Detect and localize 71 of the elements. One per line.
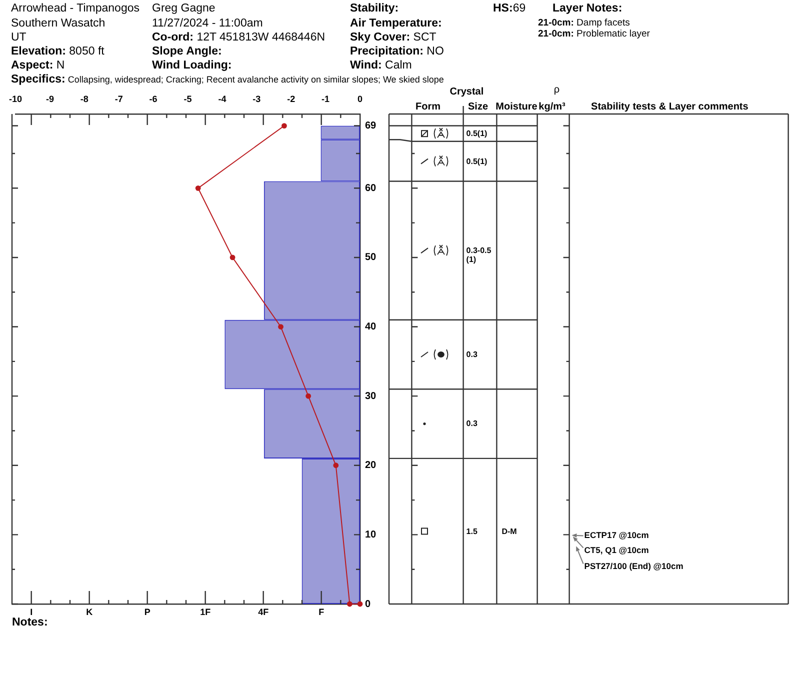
text: 0.3-0.5 (1)	[466, 246, 492, 264]
text: Arrowhead - Timpanogos	[11, 2, 140, 16]
y-tick-label: 0	[365, 598, 371, 610]
point	[195, 185, 201, 191]
text: Stability:	[350, 2, 399, 14]
y-tick-label: 50	[365, 252, 377, 264]
text: 1F	[200, 606, 211, 618]
x-tick-label: -10	[8, 94, 22, 104]
y-tick-label: 69	[365, 120, 377, 132]
x-tick-label: -7	[114, 94, 123, 104]
y-tick-label: 20	[365, 460, 377, 472]
text: Layer Notes:	[552, 2, 622, 16]
text: 1.5	[466, 526, 478, 536]
text: Form	[416, 100, 440, 112]
text: Moisture	[496, 100, 538, 112]
point	[230, 254, 236, 260]
text: Crystal	[450, 86, 484, 98]
x-tick-label: -5	[184, 94, 192, 104]
x-tick-label: -6	[149, 94, 158, 104]
text: Aspect: N	[11, 58, 65, 71]
point	[357, 601, 363, 607]
text: F	[318, 606, 324, 618]
text: I	[30, 606, 33, 618]
text: P	[144, 606, 150, 618]
text: HS:69	[493, 2, 526, 14]
y-tick-label: 60	[365, 182, 377, 194]
text: Elevation: 8050 ft	[11, 44, 104, 57]
y-tick-label: 10	[365, 529, 377, 540]
text: Stability tests & Layer comments	[591, 100, 748, 112]
text: 0.3	[466, 350, 478, 359]
x-tick-label: -9	[46, 94, 54, 104]
text: K	[86, 606, 93, 618]
text: 11/27/2024 - 11:00am	[152, 16, 263, 30]
x-tick-label: -4	[218, 94, 226, 104]
text: Southern Wasatch	[11, 16, 106, 30]
y-tick-label: 40	[365, 322, 377, 333]
point	[306, 393, 312, 399]
text: Precipitation: NO	[350, 44, 444, 57]
text: Greg Gagne	[152, 2, 216, 16]
text: 21-0cm: Problematic layer	[538, 28, 650, 40]
text: Sky Cover: SCT	[350, 30, 436, 43]
text: 4F	[258, 606, 269, 618]
point	[278, 324, 284, 330]
text: Notes:	[12, 616, 48, 628]
text: Co-ord: 12T 451813W 4468446N	[152, 30, 326, 43]
text: kg/m³	[538, 100, 566, 112]
text: Wind Loading:	[152, 58, 232, 71]
text: Slope Angle:	[152, 44, 222, 57]
text: CT5, Q1 @10cm	[584, 545, 649, 556]
text: ρ	[554, 84, 560, 96]
point	[282, 123, 287, 128]
text: Wind: Calm	[350, 58, 412, 71]
text: UT	[11, 30, 26, 44]
point	[346, 601, 352, 607]
text: 0.5(1)	[466, 129, 488, 138]
text: Size	[468, 100, 488, 112]
point	[333, 462, 339, 468]
text: D-M	[502, 526, 518, 536]
text: ECTP17 @10cm	[584, 530, 649, 541]
text: 0.5(1)	[466, 156, 488, 166]
text: 0.3	[466, 419, 478, 428]
x-tick-label: 0	[357, 94, 363, 104]
x-tick-label: -8	[80, 94, 88, 104]
text: Specifics: Collapsing, widespread; Cracking; Recent avalanche activity on similar slopes; We skied slope	[11, 73, 444, 86]
x-tick-label: -3	[252, 94, 261, 104]
text: 21-0cm: Damp facets	[538, 18, 630, 29]
x-tick-label: -1	[322, 94, 330, 104]
x-tick-label: -2	[287, 94, 296, 104]
text: Air Temperature:	[350, 16, 442, 29]
y-tick-label: 30	[365, 390, 377, 402]
text: PST27/100 (End) @10cm	[584, 561, 684, 572]
